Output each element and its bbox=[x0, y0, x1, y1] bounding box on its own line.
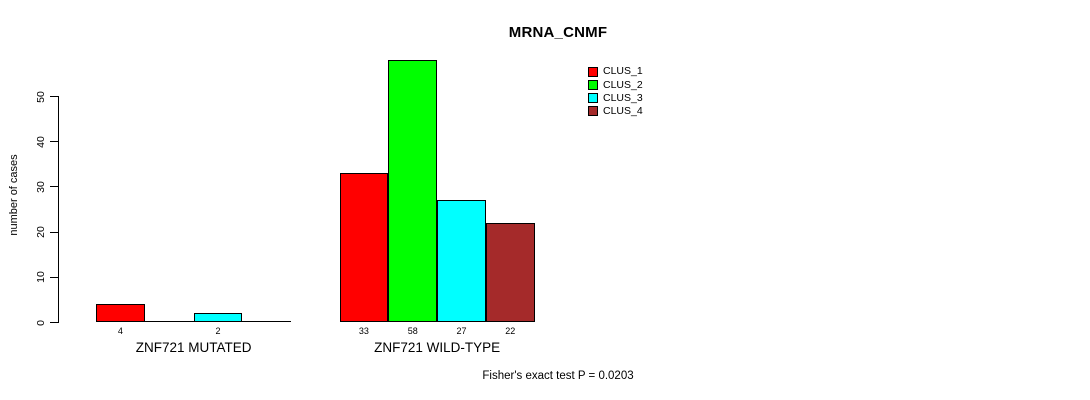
y-tick-label: 20 bbox=[35, 226, 47, 238]
legend-item: CLUS_3 bbox=[588, 91, 643, 104]
bar-value-label: 2 bbox=[215, 326, 221, 336]
category-label: ZNF721 MUTATED bbox=[135, 340, 252, 355]
bar-clus_1 bbox=[96, 303, 145, 322]
y-axis-tick bbox=[50, 276, 58, 278]
y-tick-label: 30 bbox=[35, 181, 47, 193]
bar-value-label: 27 bbox=[456, 326, 467, 336]
bar-clus_3 bbox=[437, 199, 486, 322]
bar-clus_2-zero bbox=[144, 321, 194, 322]
y-axis-label: number of cases bbox=[8, 154, 20, 236]
bar-value-label: 58 bbox=[407, 326, 418, 336]
bar-clus_4-zero bbox=[242, 321, 292, 322]
legend-swatch bbox=[588, 106, 598, 117]
legend-swatch bbox=[588, 92, 598, 103]
y-axis-tick bbox=[50, 96, 58, 97]
y-axis-tick bbox=[50, 141, 58, 143]
legend-item: CLUS_1 bbox=[588, 65, 643, 78]
chart-title: MRNA_CNMF bbox=[508, 24, 608, 41]
legend-swatch bbox=[588, 79, 598, 90]
category-label: ZNF721 WILD-TYPE bbox=[374, 340, 501, 355]
y-axis-line bbox=[58, 96, 59, 323]
y-tick-label: 40 bbox=[35, 135, 47, 148]
bar-clus_2 bbox=[388, 59, 438, 322]
y-tick-label: 0 bbox=[35, 319, 47, 326]
stat-annotation: Fisher's exact test P = 0.0203 bbox=[482, 370, 634, 382]
bar-value-label: 22 bbox=[505, 326, 516, 336]
y-axis-tick bbox=[50, 322, 58, 323]
legend-item: CLUS_4 bbox=[588, 105, 643, 118]
bar-clus_1 bbox=[339, 172, 389, 322]
legend-item: CLUS_2 bbox=[588, 78, 643, 91]
y-axis-tick bbox=[50, 186, 58, 188]
legend-item-label: CLUS_3 bbox=[603, 91, 643, 104]
legend-item-label: CLUS_4 bbox=[603, 104, 643, 117]
legend-swatch bbox=[588, 66, 598, 77]
bar-clus_3 bbox=[193, 312, 243, 322]
bar-value-label: 4 bbox=[117, 326, 123, 336]
y-tick-label: 50 bbox=[35, 90, 47, 103]
legend-item-label: CLUS_1 bbox=[603, 65, 643, 78]
bar-clus_4 bbox=[485, 222, 535, 322]
y-tick-label: 10 bbox=[35, 271, 47, 284]
y-axis-tick bbox=[50, 231, 58, 233]
bar-value-label: 33 bbox=[358, 326, 369, 336]
legend: CLUS_1 CLUS_2 CLUS_3 CLUS_4 bbox=[588, 65, 643, 118]
legend-item-label: CLUS_2 bbox=[603, 78, 643, 91]
